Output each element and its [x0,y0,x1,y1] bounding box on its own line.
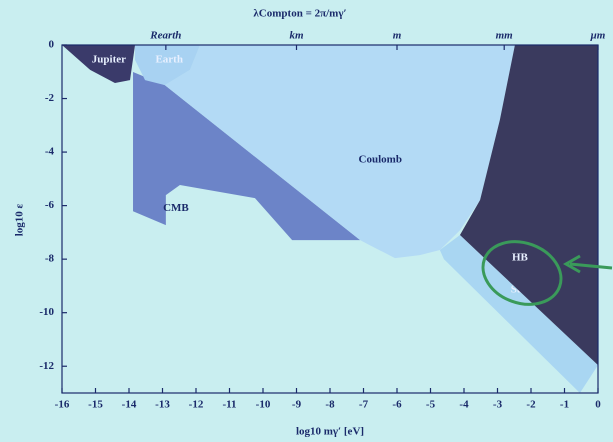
chart-title: λCompton = 2π/mγ′ [253,8,346,20]
top-tick-label: m [393,30,402,42]
x-tick-label: -11 [222,399,236,411]
x-tick-label: 0 [595,399,601,411]
x-tick-label: -5 [426,399,436,411]
top-tick-label: mm [496,30,514,42]
region-label: Earth [155,53,183,65]
y-tick-label: -12 [39,360,54,372]
x-tick-label: -14 [122,399,137,411]
y-tick-label: 0 [49,39,55,51]
region-label: CMB [163,202,189,214]
x-tick-label: -13 [155,399,170,411]
x-tick-label: -1 [560,399,569,411]
y-tick-label: -4 [45,146,55,158]
x-tick-label: -3 [493,399,503,411]
chart: λCompton = 2π/mγ′ log10 mγ′ [eV] log10 ε… [0,0,613,442]
x-tick-label: -16 [55,399,70,411]
x-tick-label: -7 [359,399,369,411]
region-label: Coulomb [359,154,402,166]
x-tick-label: -4 [459,399,469,411]
y-axis-label: log10 ε [14,203,26,236]
x-axis-label: log10 mγ′ [eV] [296,426,364,438]
y-tick-label: -8 [45,253,55,265]
x-tick-label: -12 [189,399,204,411]
top-tick-label: μm [590,30,606,42]
region-label: Jupiter [92,53,126,65]
x-tick-label: -10 [256,399,271,411]
top-tick-label: Rearth [149,30,181,42]
y-tick-label: -10 [39,306,54,318]
top-tick-label: km [289,30,304,42]
x-tick-label: -15 [88,399,103,411]
x-tick-label: -2 [526,399,536,411]
x-tick-label: -9 [292,399,302,411]
x-tick-label: -6 [392,399,402,411]
y-tick-label: -2 [45,92,55,104]
y-tick-label: -6 [45,199,55,211]
region-label: HB [512,252,529,264]
x-tick-label: -8 [325,399,335,411]
page: {"chart_data": {"type": "region", "title… [0,0,613,442]
